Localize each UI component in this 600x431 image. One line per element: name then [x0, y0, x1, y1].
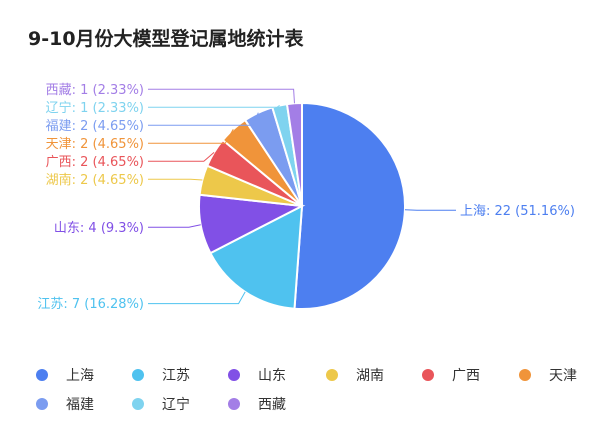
pie-slice-8[interactable] [285, 101, 303, 207]
slice-label-7: 辽宁: 1 (2.33%) [46, 100, 144, 116]
legend-item-5[interactable]: 天津 [519, 365, 577, 385]
legend-label: 天津 [549, 368, 577, 384]
legend-item-1[interactable]: 江苏 [132, 365, 190, 385]
slice-label-6: 福建: 2 (4.65%) [46, 119, 144, 134]
slice-label-0: 上海: 22 (51.16%) [460, 204, 575, 219]
slice-label-3: 湖南: 2 (4.65%) [46, 172, 144, 188]
slice-label-2: 山东: 4 (9.3%) [54, 221, 144, 236]
leader-line-8 [148, 88, 295, 104]
legend-item-7[interactable]: 辽宁 [132, 394, 190, 414]
leader-line-5 [148, 129, 234, 144]
slice-label-8: 西藏: 1 (2.33%) [46, 83, 144, 98]
legend-label: 辽宁 [162, 397, 190, 413]
legend-item-8[interactable]: 西藏 [228, 394, 286, 414]
slice-label-5: 天津: 2 (4.65%) [46, 137, 144, 152]
legend-dot-icon [422, 369, 434, 381]
legend-item-3[interactable]: 湖南 [326, 365, 384, 385]
leader-line-0 [404, 209, 456, 211]
leader-line-1 [148, 291, 246, 305]
pie-slice-1[interactable] [209, 204, 304, 310]
legend-dot-icon [519, 369, 531, 381]
legend-dot-icon [132, 369, 144, 381]
leader-line-3 [148, 178, 203, 181]
leader-line-2 [148, 224, 201, 228]
legend-dot-icon [36, 398, 48, 410]
leader-line-4 [148, 151, 215, 162]
leader-line-7 [148, 105, 280, 108]
legend-item-2[interactable]: 山东 [228, 365, 286, 385]
legend-item-4[interactable]: 广西 [422, 365, 480, 385]
chart-title: 9-10月份大模型登记属地统计表 [28, 28, 304, 50]
legend-dot-icon [36, 369, 48, 381]
slice-label-1: 江苏: 7 (16.28%) [37, 296, 144, 312]
legend-dot-icon [228, 398, 240, 410]
legend-item-6[interactable]: 福建 [36, 394, 94, 414]
legend-label: 福建 [66, 397, 94, 413]
legend-label: 湖南 [356, 368, 384, 384]
legend-label: 江苏 [162, 368, 190, 384]
legend-dot-icon [132, 398, 144, 410]
legend-label: 广西 [452, 368, 480, 384]
slice-label-4: 广西: 2 (4.65%) [46, 155, 144, 170]
legend-label: 上海 [66, 368, 94, 384]
legend-item-0[interactable]: 上海 [36, 365, 94, 385]
leader-line-6 [148, 112, 259, 126]
pie-slices [198, 101, 406, 310]
legend-dot-icon [228, 369, 240, 381]
legend-label: 山东 [258, 368, 286, 384]
legend-label: 西藏 [258, 397, 286, 413]
pie-slice-0[interactable] [293, 101, 406, 310]
pie-labels: 西藏: 1 (2.33%) 辽宁: 1 (2.33%) 福建: 2 (4.65%) 天… [37, 83, 575, 312]
legend-dot-icon [326, 369, 338, 381]
